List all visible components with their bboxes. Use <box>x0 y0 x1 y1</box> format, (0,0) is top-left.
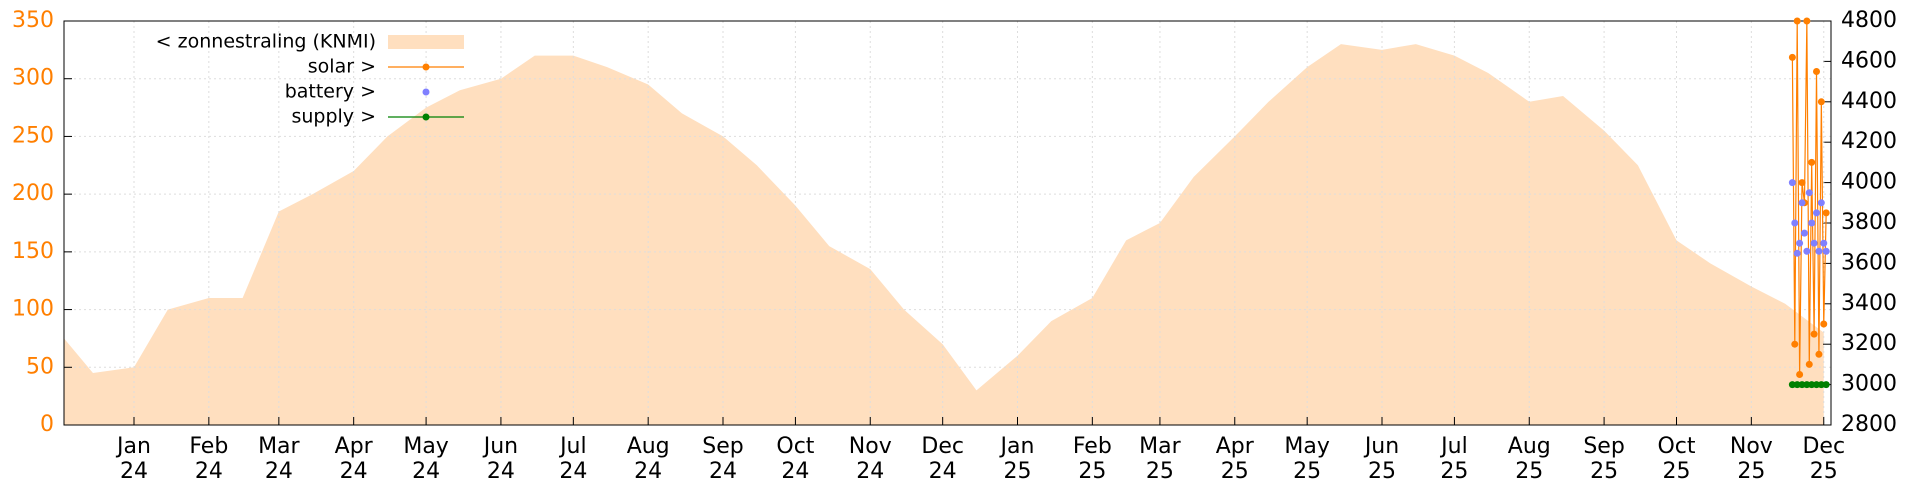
x-tick-label: Aug 25 <box>1508 434 1551 480</box>
y2-tick-label: 4400 <box>1841 89 1897 114</box>
y-tick-label: 250 <box>12 123 54 148</box>
x-tick-label: Feb 24 <box>189 434 228 480</box>
legend-label: battery > <box>285 81 376 103</box>
y-tick-label: 200 <box>12 181 54 206</box>
data-point <box>1817 98 1825 106</box>
data-point <box>1798 381 1806 389</box>
data-point <box>1822 209 1830 217</box>
data-point <box>1800 229 1808 237</box>
data-point <box>1788 381 1796 389</box>
y2-tick-label: 3800 <box>1841 210 1897 235</box>
y-tick-label: 50 <box>26 354 54 379</box>
irradiance-area <box>64 44 1824 425</box>
data-point <box>1803 381 1811 389</box>
data-point <box>1817 381 1825 389</box>
y2-tick-label: 4000 <box>1841 170 1897 195</box>
legend-swatch <box>388 35 464 49</box>
y-tick-label: 300 <box>12 66 54 91</box>
legend-marker <box>422 63 430 71</box>
data-point <box>1791 340 1799 348</box>
data-point <box>1822 247 1830 255</box>
data-point <box>1820 320 1828 328</box>
data-point <box>1815 350 1823 358</box>
y2-tick-label: 3400 <box>1841 291 1897 316</box>
y2-tick-label: 4800 <box>1841 8 1897 33</box>
x-tick-label: Jan 25 <box>999 434 1035 480</box>
data-point <box>1798 199 1806 207</box>
legend-label: supply > <box>291 106 376 128</box>
y-tick-label: 0 <box>40 412 54 437</box>
plot-frame <box>63 20 1832 426</box>
x-tick-label: Sep 25 <box>1583 434 1624 480</box>
x-tick-label: Jan 24 <box>115 434 151 480</box>
y2-tick-label: 3600 <box>1841 250 1897 275</box>
data-point <box>1813 68 1821 75</box>
x-tick-label: Nov 25 <box>1730 434 1773 480</box>
data-point <box>1788 53 1796 61</box>
x-tick-label: Oct 24 <box>776 434 814 480</box>
x-tick-label: Mar 25 <box>1139 434 1181 480</box>
data-point <box>1808 381 1816 389</box>
y2-tick-label: 4600 <box>1841 48 1897 73</box>
y2-tick-label: 3200 <box>1841 331 1897 356</box>
legend-marker <box>422 88 430 96</box>
x-tick-label: May 25 <box>1284 434 1329 480</box>
data-point <box>1822 381 1830 389</box>
data-point <box>1813 209 1821 217</box>
x-tick-label: Dec 25 <box>1802 434 1845 480</box>
data-point <box>1810 330 1818 338</box>
x-tick-label: Apr 24 <box>335 434 374 480</box>
data-point <box>1793 381 1801 389</box>
x-tick-label: Jun 25 <box>1363 434 1399 480</box>
data-point <box>1803 247 1811 255</box>
x-tick-label: Apr 25 <box>1216 434 1255 480</box>
x-tick-label: Oct 25 <box>1657 434 1695 480</box>
data-point <box>1810 239 1818 247</box>
data-point <box>1791 219 1799 227</box>
data-point <box>1808 219 1816 227</box>
data-point <box>1803 17 1811 25</box>
data-point <box>1793 249 1801 257</box>
data-point <box>1820 239 1828 247</box>
y2-tick-label: 3000 <box>1841 372 1897 397</box>
y2-tick-label: 2800 <box>1841 412 1897 437</box>
x-tick-label: Jul 25 <box>1439 434 1468 480</box>
legend-label: < zonnestraling (KNMI) <box>156 31 376 53</box>
x-tick-label: Nov 24 <box>849 434 892 480</box>
data-point <box>1788 179 1796 187</box>
data-point <box>1808 158 1816 166</box>
x-tick-label: Jul 24 <box>558 434 587 480</box>
data-point <box>1805 360 1813 368</box>
legend-label: solar > <box>308 56 376 78</box>
data-point <box>1798 179 1806 187</box>
data-point <box>1796 239 1804 247</box>
x-tick-label: Jun 24 <box>482 434 518 480</box>
x-tick-label: Dec 24 <box>921 434 964 480</box>
x-tick-label: Aug 24 <box>627 434 670 480</box>
x-tick-label: Mar 24 <box>258 434 300 480</box>
y-tick-label: 350 <box>12 8 54 33</box>
data-point <box>1817 199 1825 207</box>
x-tick-label: Feb 25 <box>1073 434 1112 480</box>
data-point <box>1793 17 1801 25</box>
legend-marker <box>422 113 430 121</box>
y2-tick-label: 4200 <box>1841 129 1897 154</box>
x-tick-label: Sep 24 <box>702 434 743 480</box>
data-point <box>1813 381 1821 389</box>
data-point <box>1796 371 1804 378</box>
y-tick-label: 100 <box>12 297 54 322</box>
x-tick-label: May 24 <box>403 434 448 480</box>
y-tick-label: 150 <box>12 239 54 264</box>
data-point <box>1815 247 1823 255</box>
data-point <box>1805 189 1813 197</box>
